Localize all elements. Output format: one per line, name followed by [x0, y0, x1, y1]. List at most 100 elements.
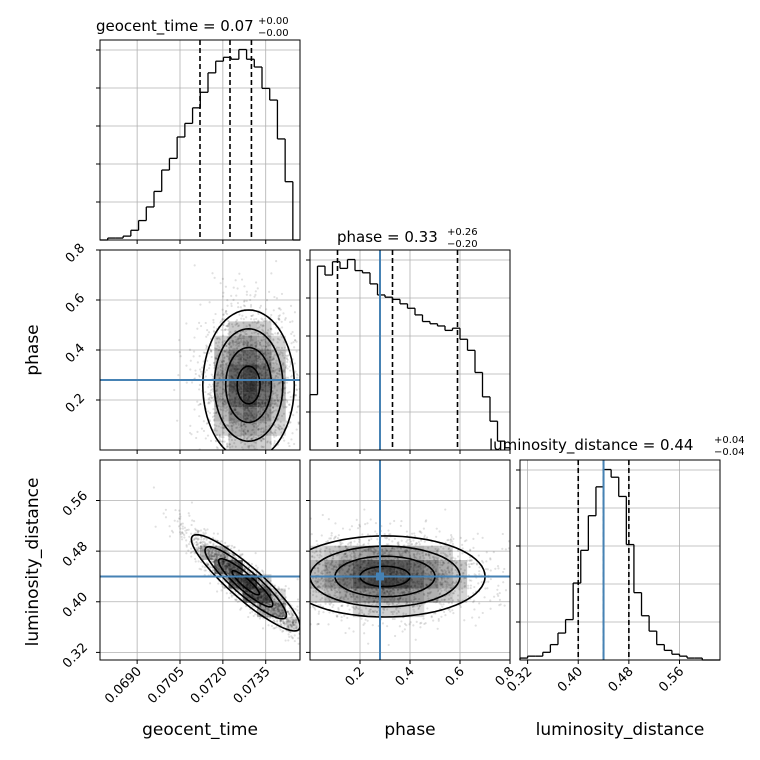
sample-point	[257, 427, 260, 431]
sample-point	[224, 310, 228, 313]
sample-point	[226, 565, 229, 569]
sample-point	[280, 614, 284, 617]
sample-point	[269, 609, 272, 612]
sample-point	[269, 441, 272, 444]
sample-point	[289, 369, 292, 372]
sample-point	[220, 589, 223, 592]
sample-point	[264, 417, 267, 420]
sample-point	[227, 351, 230, 354]
sample-point	[221, 401, 224, 405]
density-cell	[214, 335, 229, 350]
sample-point	[260, 438, 263, 442]
sample-point	[209, 439, 213, 442]
sample-point	[199, 303, 202, 306]
sample-point	[222, 400, 225, 403]
sample-point	[154, 525, 157, 528]
sample-point	[212, 569, 215, 572]
sample-point	[341, 556, 344, 559]
sample-point	[197, 542, 200, 545]
sample-point	[271, 349, 275, 352]
sample-point	[230, 424, 233, 427]
sample-point	[261, 627, 265, 630]
sample-point	[205, 335, 208, 338]
sample-point	[481, 536, 484, 539]
density-cell	[242, 435, 258, 450]
sample-point	[265, 319, 268, 322]
sample-point	[282, 370, 285, 373]
sample-point	[214, 572, 217, 575]
sample-point	[226, 578, 229, 581]
sample-point	[199, 402, 202, 406]
sample-point	[224, 566, 228, 569]
sample-point	[244, 332, 247, 336]
sample-point	[289, 625, 292, 628]
sample-point	[230, 302, 233, 305]
sample-point	[210, 554, 213, 558]
sample-point	[207, 385, 210, 389]
sample-point	[281, 630, 284, 633]
sample-point	[261, 583, 264, 586]
sample-point	[266, 332, 269, 335]
sample-point	[277, 332, 280, 335]
sample-point	[237, 306, 240, 309]
sample-point	[223, 556, 226, 559]
sample-point	[210, 557, 213, 560]
sample-point	[440, 584, 443, 587]
sample-point	[232, 554, 235, 558]
sample-point	[292, 619, 295, 622]
sample-point	[497, 594, 500, 598]
sample-point	[219, 408, 222, 411]
sample-point	[270, 611, 273, 614]
sample-point	[274, 611, 277, 615]
sample-point	[179, 527, 182, 530]
sample-point	[237, 340, 241, 343]
sample-point	[484, 587, 487, 590]
sample-point	[258, 353, 261, 356]
sample-point	[193, 336, 196, 339]
sample-point	[436, 583, 439, 587]
sample-point	[277, 602, 280, 606]
sample-point	[240, 358, 243, 361]
sample-point	[273, 353, 276, 356]
x-tick-label: 0.4	[393, 664, 418, 689]
sample-point	[428, 587, 431, 591]
sample-point	[276, 418, 280, 421]
sample-point	[279, 628, 282, 631]
sample-point	[181, 522, 184, 525]
y-tick-label: 0.32	[60, 640, 91, 671]
sample-point	[212, 375, 215, 378]
sample-point	[162, 512, 165, 515]
sample-point	[200, 547, 203, 550]
sample-point	[216, 590, 219, 593]
sample-point	[265, 428, 268, 431]
sample-point	[381, 548, 384, 552]
sample-point	[224, 564, 227, 567]
sample-point	[223, 555, 226, 559]
sample-point	[196, 543, 199, 546]
sample-point	[286, 625, 289, 628]
sample-point	[277, 367, 280, 370]
sample-point	[262, 605, 265, 608]
sample-point	[262, 344, 265, 348]
sample-point	[236, 434, 239, 438]
sample-point	[289, 616, 292, 619]
sample-point	[224, 311, 227, 314]
sample-point	[264, 421, 268, 425]
sample-point	[226, 565, 229, 568]
sample-point	[226, 445, 229, 448]
sample-point	[277, 400, 280, 403]
sample-point	[215, 385, 219, 388]
sample-point	[211, 560, 214, 563]
sample-point	[369, 547, 372, 550]
sample-point	[222, 359, 225, 362]
sample-point	[215, 552, 219, 556]
sample-point	[270, 355, 273, 358]
sample-point	[287, 625, 290, 628]
sample-point	[251, 594, 254, 598]
sample-point	[234, 438, 237, 442]
sample-point	[262, 324, 265, 327]
sample-point	[272, 434, 275, 437]
sample-point	[272, 607, 275, 610]
sample-point	[207, 410, 210, 413]
